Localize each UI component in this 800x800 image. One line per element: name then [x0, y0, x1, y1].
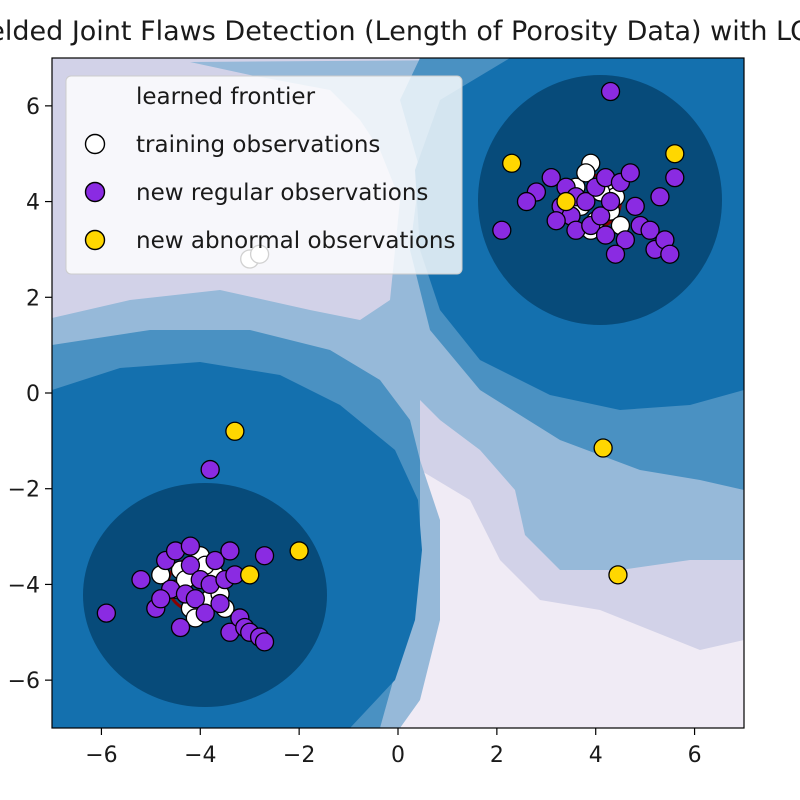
y-tick-label-5: 4	[26, 191, 40, 216]
new-regular-observations-point-25	[151, 589, 171, 609]
new-regular-observations-point-26	[220, 541, 240, 561]
new-regular-observations-point-28	[492, 220, 512, 240]
legend-marker-1	[84, 133, 106, 155]
new-regular-observations-point-21	[254, 546, 275, 566]
y-tick-label-6: 6	[26, 95, 40, 120]
new-regular-observations-point-56	[600, 81, 621, 102]
new-regular-observations-point-55	[546, 211, 566, 231]
new-abnormal-observations-point-1	[289, 541, 309, 561]
new-regular-observations-point-39	[591, 206, 611, 226]
new-regular-observations-point-46	[625, 196, 645, 217]
legend-label-0: learned frontier	[136, 84, 316, 110]
legend-label-1: training observations	[136, 132, 380, 158]
legend-box	[65, 75, 463, 275]
new-regular-observations-point-45	[620, 163, 640, 183]
new-abnormal-observations-point-6	[593, 438, 613, 458]
new-regular-observations-point-41	[595, 225, 616, 245]
new-regular-observations-point-36	[576, 191, 596, 212]
y-tick-label-3: 0	[26, 382, 40, 407]
new-regular-observations-point-42	[600, 191, 621, 212]
new-regular-observations-point-12	[210, 593, 230, 614]
training-observations-point-19	[576, 163, 596, 183]
new-abnormal-observations-point-3	[502, 153, 522, 173]
new-abnormal-observations-point-4	[556, 191, 576, 212]
legend: learned frontier training observations new…	[65, 75, 463, 275]
legend-label-3: new abnormal observations	[136, 228, 455, 254]
new-regular-observations-point-1	[131, 569, 151, 590]
observations-layer	[96, 81, 685, 652]
new-regular-observations-point-0	[96, 603, 117, 623]
new-regular-observations-point-54	[605, 244, 626, 264]
new-regular-observations-point-53	[665, 167, 685, 188]
x-tick-label-1: −4	[184, 743, 216, 768]
legend-label-2: new regular observations	[136, 180, 428, 206]
new-regular-observations-point-57	[516, 191, 537, 212]
x-axis: −6 −4 −2 0 2 4 6	[85, 728, 702, 768]
legend-marker-3	[84, 229, 106, 251]
legend-marker-2	[84, 181, 106, 203]
legend-entries: learned frontier training observations new…	[84, 84, 455, 254]
y-tick-label-1: −4	[8, 573, 40, 598]
y-axis: −6 −4 −2 0 2 4 6	[8, 95, 52, 694]
x-tick-label-5: 4	[589, 743, 603, 768]
x-tick-label-3: 0	[391, 743, 405, 768]
x-tick-label-6: 6	[688, 743, 702, 768]
new-regular-observations-point-52	[660, 244, 680, 264]
new-abnormal-observations-point-2	[240, 565, 260, 585]
x-tick-label-4: 2	[490, 743, 504, 768]
new-abnormal-observations-point-5	[665, 144, 685, 164]
new-regular-observations-point-20	[254, 632, 275, 652]
x-tick-label-0: −6	[85, 743, 117, 768]
y-tick-label-0: −6	[8, 669, 40, 694]
new-regular-observations-point-7	[185, 589, 205, 609]
new-regular-observations-point-44	[615, 230, 636, 250]
y-tick-label-2: −2	[8, 478, 40, 503]
x-tick-label-2: −2	[283, 743, 315, 768]
new-regular-observations-point-24	[170, 617, 191, 638]
new-abnormal-observations-point-7	[608, 565, 628, 585]
new-regular-observations-point-22	[200, 459, 220, 480]
new-regular-observations-point-50	[650, 187, 670, 207]
new-regular-observations-point-11	[205, 550, 225, 571]
y-tick-label-4: 2	[26, 286, 40, 311]
new-regular-observations-point-30	[541, 167, 561, 188]
new-regular-observations-point-9	[195, 603, 215, 623]
chart-title: Welded Joint Flaws Detection (Length of …	[0, 16, 800, 47]
new-abnormal-observations-point-0	[225, 421, 245, 441]
new-regular-observations-point-48	[640, 220, 660, 240]
new-regular-observations-point-27	[180, 536, 201, 556]
new-regular-observations-point-6	[180, 555, 201, 575]
